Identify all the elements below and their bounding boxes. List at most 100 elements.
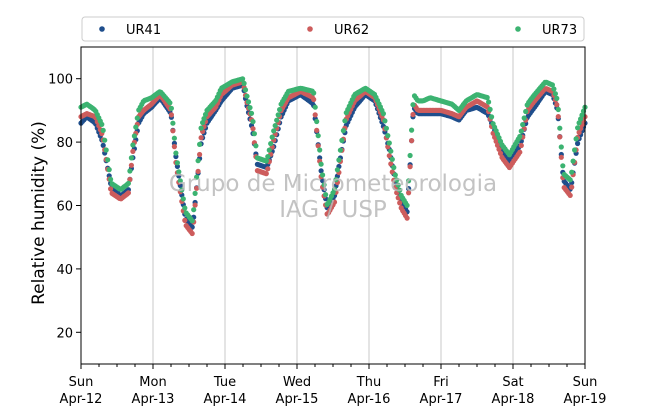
data-point (576, 129, 582, 135)
data-point (554, 102, 560, 108)
data-point (388, 161, 394, 167)
data-point (385, 133, 391, 139)
data-point (108, 176, 114, 182)
data-point (170, 128, 176, 134)
data-point (312, 104, 318, 110)
data-point (127, 168, 133, 174)
data-point (342, 118, 348, 124)
data-point (277, 107, 283, 113)
data-point (391, 164, 397, 171)
x-tick-label-day: Wed (283, 375, 311, 390)
data-point (312, 112, 318, 118)
data-point (195, 168, 201, 174)
legend-label-ur41: UR41 (126, 23, 161, 38)
data-point (194, 174, 200, 180)
data-point (410, 111, 416, 118)
data-point (557, 125, 563, 131)
data-point (340, 128, 346, 134)
y-tick-label: 20 (56, 326, 73, 341)
data-points (78, 76, 588, 237)
data-point (106, 167, 112, 173)
data-point (180, 196, 186, 202)
data-point (493, 138, 499, 144)
x-tick-label-date: Apr-17 (420, 392, 463, 407)
data-point (272, 123, 278, 129)
data-point (105, 157, 111, 163)
data-point (320, 172, 326, 178)
data-point (195, 158, 201, 164)
data-point (382, 118, 388, 124)
data-point (523, 108, 529, 115)
data-point (339, 137, 345, 143)
data-point (323, 192, 329, 198)
data-point (245, 99, 252, 105)
data-point (486, 99, 492, 105)
legend: UR41 UR62 UR73 (81, 16, 585, 42)
data-point (395, 182, 401, 188)
data-point (125, 190, 131, 196)
data-point (484, 94, 490, 101)
data-point (549, 82, 556, 88)
data-point (263, 158, 269, 164)
data-point (551, 86, 557, 92)
data-point (265, 154, 271, 160)
data-point (168, 112, 174, 118)
data-point (174, 163, 180, 169)
data-point (394, 177, 400, 183)
data-point (242, 87, 249, 93)
data-point (251, 131, 257, 137)
data-point (250, 119, 256, 125)
data-point (560, 163, 566, 169)
data-point (311, 96, 317, 103)
x-tick-label-date: Apr-14 (204, 392, 247, 407)
data-point (240, 76, 246, 82)
data-point (521, 115, 527, 121)
data-point (250, 126, 256, 132)
data-point (314, 127, 320, 133)
data-point (569, 169, 575, 175)
x-axis: Sun Apr-12 Mon Apr-13 Tue Apr-14 Wed Apr-15 Thu A… (60, 364, 606, 407)
data-point (569, 184, 575, 190)
legend-marker-ur73 (515, 26, 521, 32)
y-tick-label: 100 (48, 73, 73, 88)
x-tick-label-day: Fri (433, 375, 449, 390)
data-point (555, 106, 561, 113)
data-point (494, 142, 501, 148)
data-point (334, 167, 340, 173)
data-point (194, 185, 200, 191)
y-axis: 20 40 60 80 100 (48, 73, 81, 341)
data-point (318, 168, 324, 174)
data-point (102, 137, 108, 143)
series-ur73 (78, 76, 588, 224)
data-point (100, 127, 106, 133)
data-point (167, 100, 173, 106)
x-tick-label-day: Thu (356, 375, 381, 390)
data-point (275, 112, 281, 118)
data-point (192, 202, 198, 208)
data-point (406, 190, 412, 196)
data-point (268, 141, 274, 147)
x-tick-label-day: Sat (502, 375, 523, 390)
data-point (320, 178, 326, 184)
data-point (573, 136, 579, 142)
data-point (406, 186, 412, 192)
data-point (274, 117, 280, 123)
data-point (489, 114, 495, 120)
data-point (311, 90, 317, 96)
data-point (173, 150, 179, 156)
data-point (134, 115, 140, 121)
data-point (572, 147, 578, 153)
data-point (579, 112, 585, 118)
data-point (130, 142, 136, 148)
data-point (383, 125, 389, 131)
data-point (170, 120, 176, 126)
y-tick-label: 60 (56, 200, 73, 215)
data-point (554, 95, 560, 101)
data-point (130, 148, 136, 154)
data-point (266, 147, 272, 153)
y-axis-title: Relative humidity (%) (29, 121, 49, 305)
x-tick-label-date: Apr-18 (492, 392, 535, 407)
data-point (558, 154, 564, 160)
x-tick-label-date: Apr-13 (132, 392, 175, 407)
